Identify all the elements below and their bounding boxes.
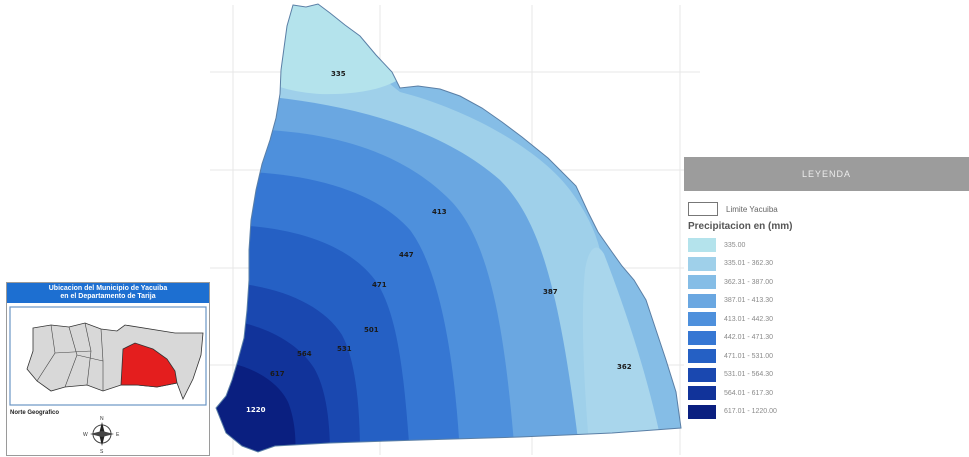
- municipality-boundary: [215, 3, 682, 453]
- legend-swatch: [688, 256, 716, 271]
- legend-class-label: 335.01 - 362.30: [724, 260, 774, 268]
- isoline-label-387: 387: [543, 288, 558, 296]
- legend-class-row: 617.01 - 1220.00: [688, 403, 969, 422]
- precipitation-bands: [216, 4, 681, 452]
- legend-subtitle: Precipitacion en (mm): [688, 221, 793, 232]
- legend-class-label: 617.01 - 1220.00: [724, 408, 777, 416]
- legend-swatch: [688, 404, 716, 419]
- legend-class-row: 335.00: [688, 236, 969, 255]
- boundary-label: Limite Yacuiba: [726, 204, 778, 214]
- legend-boundary-entry: Limite Yacuiba: [688, 202, 969, 216]
- isoline-label-335: 335: [331, 70, 346, 78]
- legend-class-row: 335.01 - 362.30: [688, 255, 969, 274]
- legend-class-row: 564.01 - 617.30: [688, 384, 969, 403]
- compass-rose-icon: N S E W: [83, 416, 120, 453]
- legend-classes: 335.00 335.01 - 362.30 362.31 - 387.00 3…: [684, 236, 969, 421]
- isoline-label-447: 447: [399, 251, 414, 259]
- isoline-label-531: 531: [337, 345, 352, 353]
- isoline-label-362: 362: [617, 363, 632, 371]
- isoline-label-1220: 1220: [246, 406, 266, 414]
- boundary-swatch: [688, 202, 718, 216]
- legend: LEYENDA Limite Yacuiba Precipitacion en …: [684, 157, 969, 457]
- isoline-label-617: 617: [270, 370, 285, 378]
- legend-class-row: 387.01 - 413.30: [688, 292, 969, 311]
- legend-swatch: [688, 330, 716, 345]
- north-label: Norte Geografico: [10, 410, 60, 416]
- inset-title: Ubicacion del Municipio de Yacuiba en el…: [7, 283, 209, 303]
- legend-class-label: 335.00: [724, 241, 746, 249]
- legend-swatch: [688, 386, 716, 401]
- inset-title-line1: Ubicacion del Municipio de Yacuiba: [48, 285, 168, 292]
- legend-title: LEYENDA: [684, 157, 969, 191]
- isoline-label-413: 413: [432, 208, 447, 216]
- legend-class-row: 471.01 - 531.00: [688, 347, 969, 366]
- department-map: [9, 306, 207, 406]
- legend-class-label: 531.01 - 564.30: [724, 371, 774, 379]
- legend-swatch: [688, 349, 716, 364]
- legend-class-row: 413.01 - 442.30: [688, 310, 969, 329]
- legend-class-row: 362.31 - 387.00: [688, 273, 969, 292]
- isoline-label-471: 471: [372, 281, 387, 289]
- legend-swatch: [688, 275, 716, 290]
- legend-class-label: 413.01 - 442.30: [724, 315, 774, 323]
- legend-swatch: [688, 367, 716, 382]
- legend-class-row: 442.01 - 471.30: [688, 329, 969, 348]
- svg-text:W: W: [83, 432, 88, 438]
- legend-class-label: 442.01 - 471.30: [724, 334, 774, 342]
- legend-class-label: 387.01 - 413.30: [724, 297, 774, 305]
- svg-text:S: S: [100, 449, 104, 453]
- legend-class-label: 362.31 - 387.00: [724, 278, 774, 286]
- isoline-label-501: 501: [364, 326, 379, 334]
- legend-swatch: [688, 293, 716, 308]
- isoline-label-564: 564: [297, 350, 312, 358]
- location-inset: Ubicacion del Municipio de Yacuiba en el…: [6, 282, 210, 456]
- legend-class-label: 564.01 - 617.30: [724, 389, 774, 397]
- legend-swatch: [688, 312, 716, 327]
- yacuiba-highlight: [120, 342, 178, 388]
- inset-title-line2: en el Departamento de Tarija: [60, 293, 156, 300]
- svg-text:N: N: [100, 416, 104, 422]
- legend-class-label: 471.01 - 531.00: [724, 352, 774, 360]
- svg-text:E: E: [116, 432, 120, 438]
- legend-swatch: [688, 238, 716, 253]
- legend-class-row: 531.01 - 564.30: [688, 366, 969, 385]
